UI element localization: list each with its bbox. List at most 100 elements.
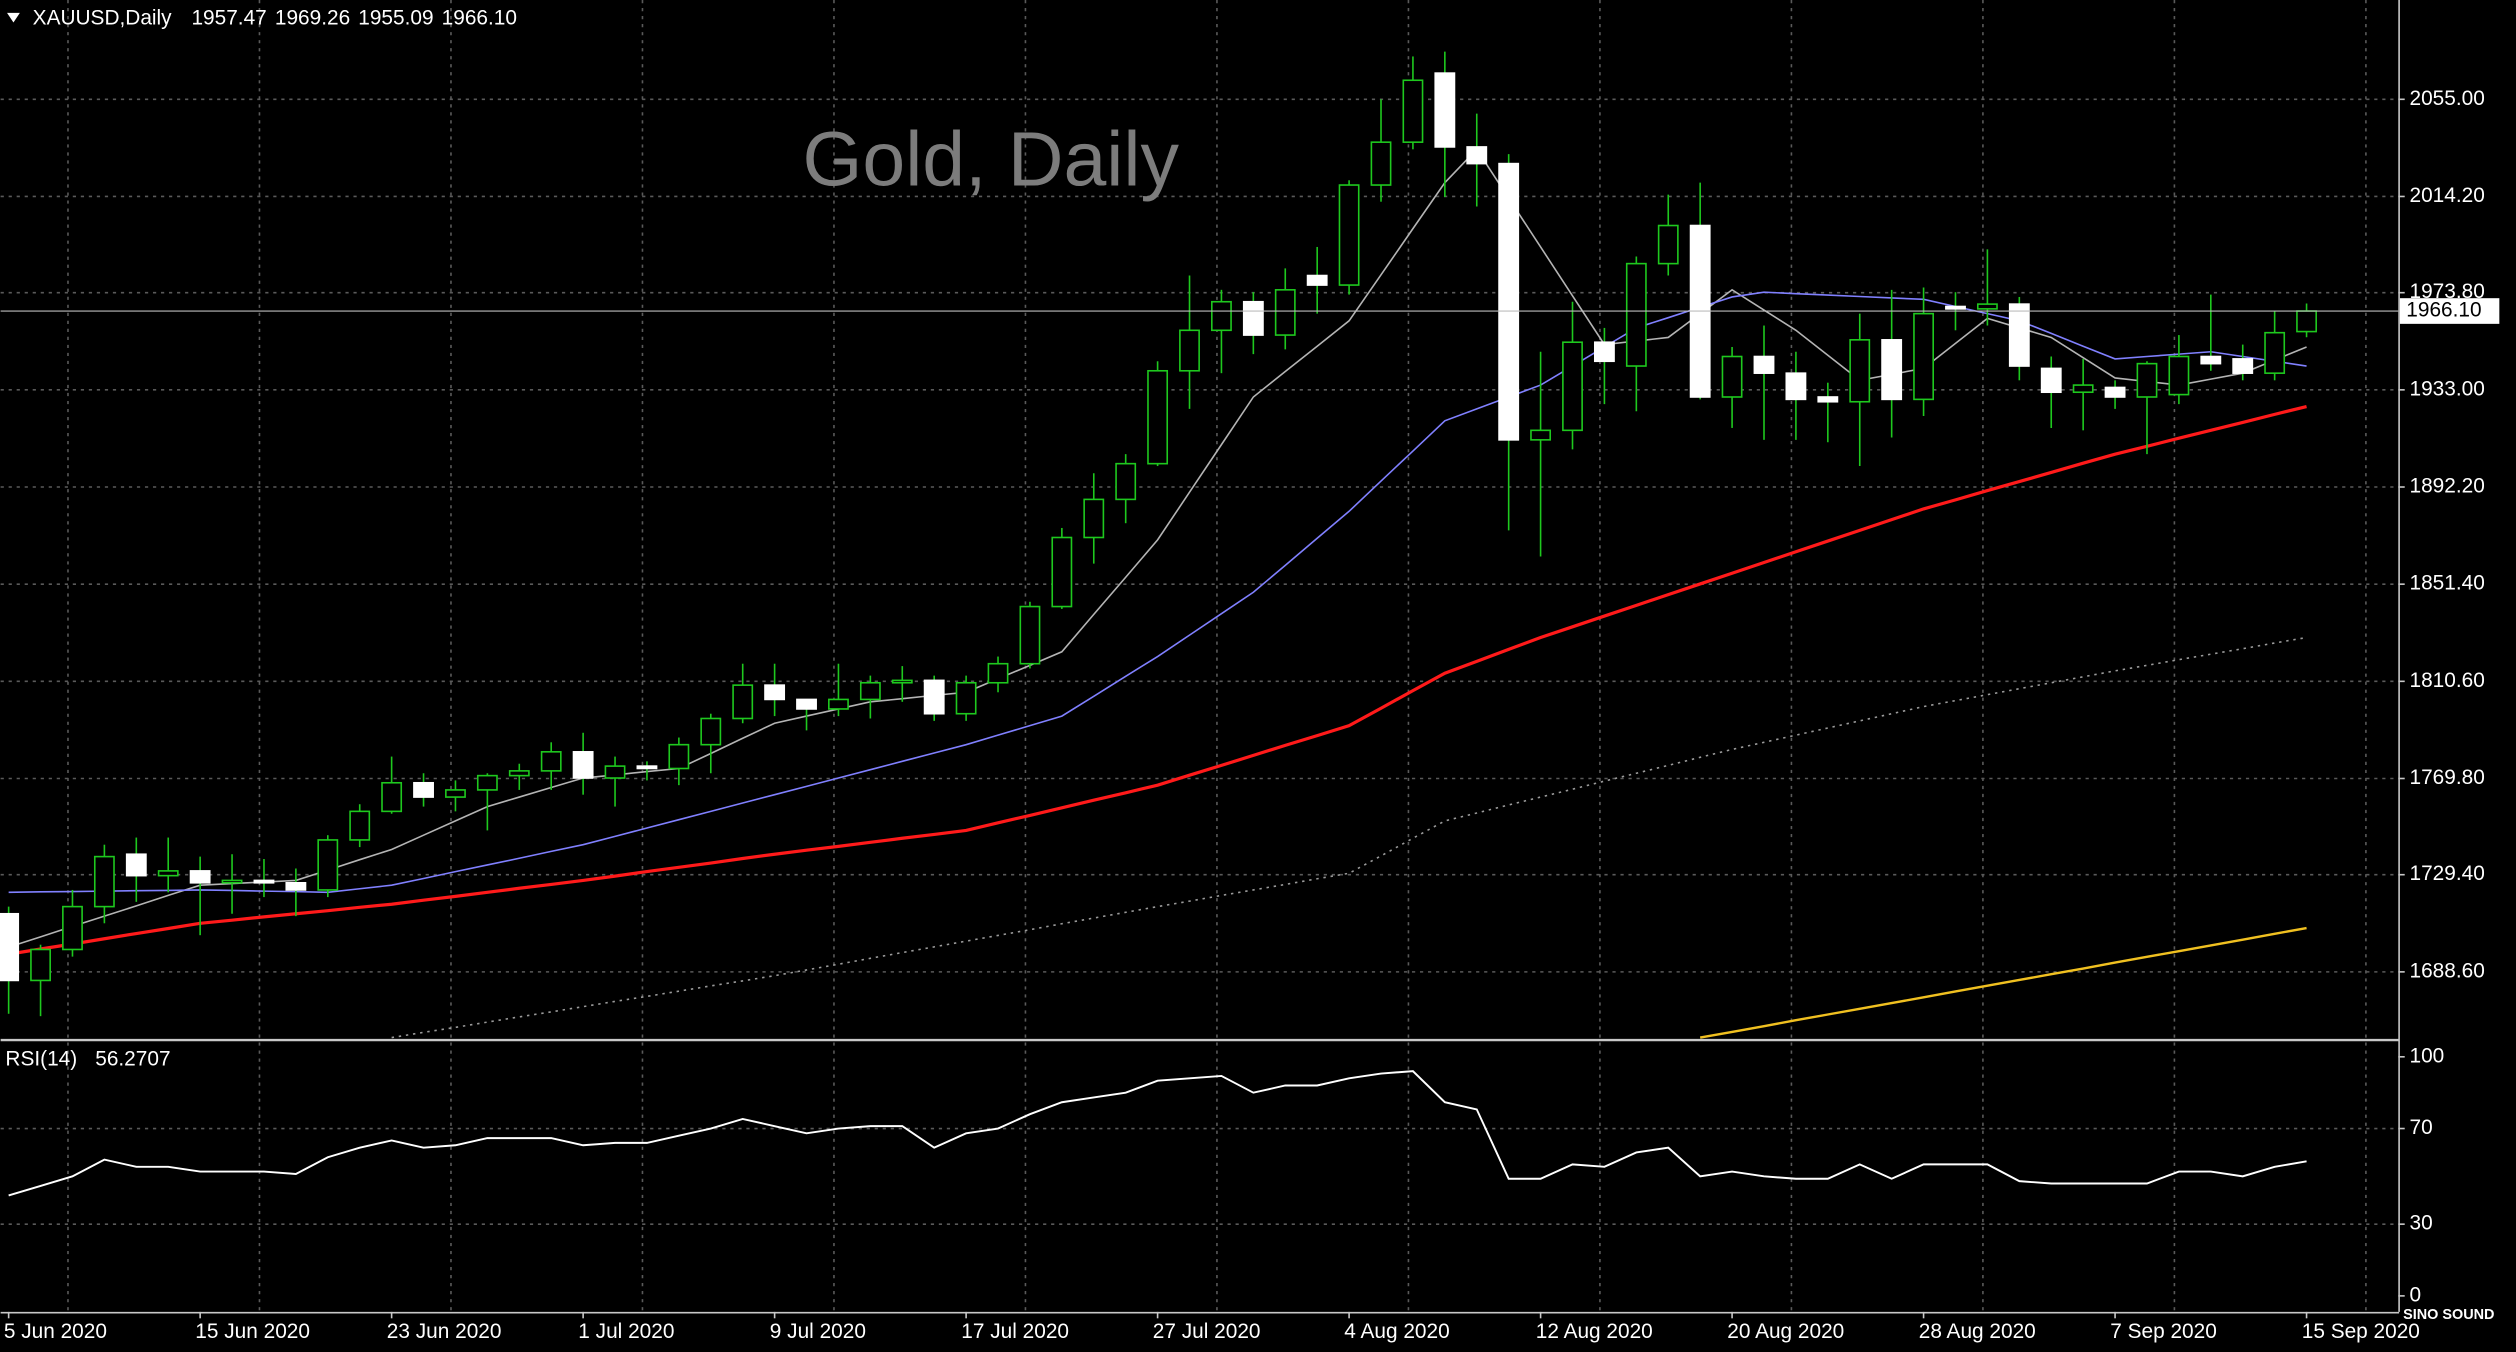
candle-body [796,698,817,710]
candle-body [1370,141,1392,186]
candle-body [125,853,147,877]
candle-body [445,789,466,798]
y-tick-label: 1810.60 [2410,669,2485,692]
candle-body [2136,362,2158,398]
candle-body [2200,355,2222,365]
x-tick-label: 17 Jul 2020 [961,1320,1069,1343]
x-tick-label: 15 Jun 2020 [195,1320,310,1343]
indicator-line [8,1070,2307,1197]
candle-body [413,781,434,798]
header-low: 1955.09 [358,7,433,30]
indicator-line [8,404,2307,956]
candle-body [859,681,881,701]
candle-body [93,855,115,908]
candle-body [317,839,339,891]
candle-body [1083,498,1105,539]
candle-body [476,774,498,791]
candle-body [764,684,786,701]
indicator-line [1699,926,2307,1039]
candle-body [1179,329,1200,372]
y-tick-label: 2055.00 [2410,87,2485,110]
candle-body [508,770,530,777]
candle-body [1562,341,1583,432]
y-tick-label: 100 [2410,1044,2445,1067]
y-tick-label: 1892.20 [2410,475,2485,498]
logo: SINO SOUND [2403,1307,2494,1323]
x-tick-label: 4 Aug 2020 [1344,1320,1449,1343]
candle-body [381,781,403,813]
watermark: Gold, Daily [803,117,1180,203]
candle-body [1051,536,1073,608]
candle-body [1115,462,1137,501]
candle-body [1976,303,1998,310]
candle-body [891,679,913,684]
y-tick-label: 1973.80 [2410,280,2485,303]
candle-body [2008,303,2030,367]
candle-body [1147,369,1169,465]
candle-body [2104,386,2126,398]
candle-body [189,870,211,884]
candle-body [572,751,594,779]
candle-body [30,948,51,982]
candle-body [253,879,275,884]
candle-body [604,765,626,779]
x-tick-label: 5 Jun 2020 [4,1320,107,1343]
candle-body [1753,355,1775,374]
y-tick-label: 2014.20 [2410,184,2485,207]
y-tick-label: 1729.40 [2410,862,2485,885]
header-open: 1957.47 [191,7,266,30]
candle-body [540,751,562,772]
candle-body [2072,384,2094,394]
candle-body [62,905,83,951]
candle-body [2040,367,2062,394]
candle-body [1306,274,1328,286]
candle-body [1817,396,1839,403]
candle-body [1019,605,1041,665]
candle-body [2296,310,2317,333]
y-tick-label: 70 [2410,1116,2433,1139]
price-label: 1966.10 [2406,299,2481,322]
candle-body [1242,300,1264,336]
candle-body [0,912,20,982]
candle-body [1913,312,1934,401]
candle-body [221,879,243,884]
x-tick-label: 9 Jul 2020 [770,1320,866,1343]
grid [0,0,2399,1312]
candle-body [1211,300,1232,332]
menu-arrow[interactable] [7,12,20,23]
candle-body [1338,184,1360,286]
candle-body [1721,355,1743,398]
candle-body [1402,79,1424,143]
candle-body [1785,372,1807,401]
candle-body [1657,224,1679,265]
candle-body [732,684,754,720]
candle-body [2232,358,2254,374]
candle-body [1498,162,1520,441]
candle-body [1434,72,1456,148]
y-tick-label: 1851.40 [2410,572,2485,595]
candle-body [1881,339,1903,401]
y-tick-label: 1769.80 [2410,766,2485,789]
y-tick-label: 30 [2410,1212,2433,1235]
candle-body [349,810,371,841]
candle-body [636,765,658,770]
candle-body [700,717,722,746]
x-tick-label: 15 Sep 2020 [2302,1320,2420,1343]
x-tick-label: 20 Aug 2020 [1727,1320,1844,1343]
x-tick-label: 28 Aug 2020 [1919,1320,2036,1343]
candle-body [2264,331,2286,374]
rsi-value: 56.2707 [95,1048,170,1071]
x-tick-label: 7 Sep 2020 [2110,1320,2217,1343]
candle-body [1593,341,1615,363]
candle-body [2168,355,2190,396]
x-tick-label: 12 Aug 2020 [1536,1320,1653,1343]
price-label-box [2399,298,2500,324]
candle-body [987,662,1009,684]
x-tick-label: 27 Jul 2020 [1153,1320,1261,1343]
candle-body [1530,429,1552,441]
y-tick-label: 1688.60 [2410,959,2485,982]
x-tick-label: 1 Jul 2020 [578,1320,674,1343]
